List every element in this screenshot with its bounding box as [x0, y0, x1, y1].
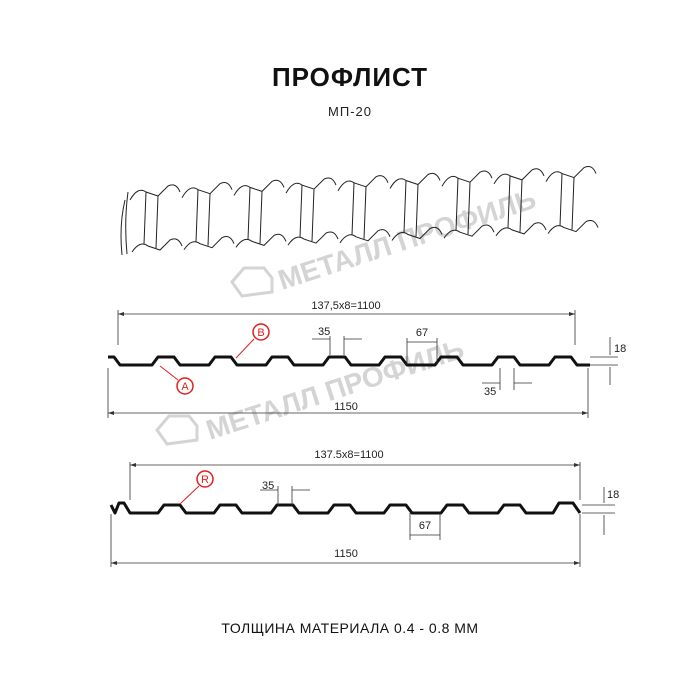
watermark-middle: МЕТАЛЛ ПРОФИЛЬ [155, 333, 468, 446]
page-subtitle: МП-20 [328, 104, 372, 119]
svg-text:МЕТАЛЛ ПРОФИЛЬ: МЕТАЛЛ ПРОФИЛЬ [202, 333, 467, 446]
svg-text:МЕТАЛЛ ПРОФИЛЬ: МЕТАЛЛ ПРОФИЛЬ [274, 183, 539, 296]
crest-width-label: 35 [318, 326, 330, 338]
pitch-label: 137.5x8=1100 [314, 449, 383, 461]
marker-a: A [159, 365, 194, 395]
profile-mp20-b: 137.5x8=1100 1150 35 67 18 R [109, 449, 619, 567]
width-label: 1150 [334, 548, 358, 560]
watermark-top: МЕТАЛЛ ПРОФИЛЬ [230, 183, 540, 298]
valley-width-label: 35 [484, 386, 496, 398]
width-label: 1150 [334, 401, 358, 413]
height-label: 18 [607, 489, 619, 501]
crest-width-label: 35 [262, 480, 274, 492]
svg-text:B: B [257, 327, 264, 339]
height-label: 18 [614, 343, 626, 355]
material-thickness-note: ТОЛЩИНА МАТЕРИАЛА 0.4 - 0.8 ММ [221, 620, 479, 636]
profile-mp20-a: 137,5x8=1100 1150 35 67 35 18 A B [107, 300, 626, 418]
rib-width-label: 67 [416, 327, 428, 339]
svg-text:A: A [181, 381, 189, 393]
page-title: ПРОФЛИСТ [271, 62, 429, 92]
svg-text:R: R [201, 474, 209, 486]
sheet-isometric-view [120, 165, 599, 256]
pitch-label: 137,5x8=1100 [311, 300, 380, 312]
rib-width-label: 67 [419, 520, 431, 532]
marker-b: B [235, 323, 270, 359]
marker-r: R [179, 470, 214, 505]
